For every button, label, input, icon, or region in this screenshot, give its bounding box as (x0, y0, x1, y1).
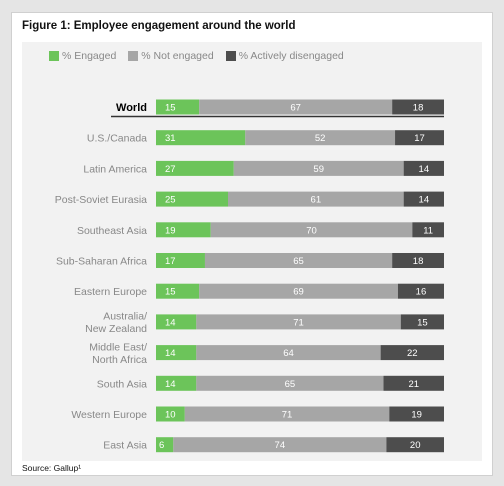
data-label-east-asia-actively-disengaged: 20 (410, 440, 421, 451)
category-label-australia-new-zealand: Australia/New Zealand (85, 311, 147, 336)
bar-u-s-canada-actively-disengaged (395, 130, 444, 146)
data-label-south-asia-actively-disengaged: 21 (408, 379, 419, 390)
bar-southeast-asia-not-engaged (210, 222, 413, 238)
data-label-sub-saharan-africa-actively-disengaged: 18 (413, 256, 424, 267)
bar-southeast-asia-actively-disengaged (412, 222, 444, 238)
data-label-southeast-asia-actively-disengaged: 11 (423, 225, 433, 236)
legend-item-actively-disengaged: % Actively disengaged (225, 50, 344, 62)
bar-u-s-canada-engaged (156, 130, 246, 146)
data-label-middle-east-north-africa-actively-disengaged: 22 (407, 348, 418, 359)
data-label-western-europe-engaged: 10 (165, 410, 176, 421)
data-label-australia-new-zealand-not-engaged: 71 (293, 317, 304, 328)
bar-latin-america-actively-disengaged (403, 160, 444, 176)
bar-western-europe-engaged (156, 406, 185, 422)
category-label-eastern-europe: Eastern Europe (74, 286, 147, 298)
bar-world-actively-disengaged (392, 99, 444, 115)
bar-southeast-asia-engaged (156, 222, 211, 238)
data-label-middle-east-north-africa-not-engaged: 64 (283, 348, 294, 359)
category-label-east-asia: East Asia (103, 440, 147, 452)
category-label-sub-saharan-africa: Sub-Saharan Africa (56, 256, 147, 268)
bar-world-not-engaged (199, 99, 393, 115)
data-label-world-engaged: 15 (165, 103, 176, 114)
data-label-western-europe-not-engaged: 71 (282, 410, 293, 421)
data-label-east-asia-engaged: 6 (159, 440, 164, 451)
data-label-australia-new-zealand-engaged: 14 (165, 317, 176, 328)
category-label-south-asia: South Asia (97, 378, 147, 390)
source-note: Source: Gallup¹ (22, 463, 82, 473)
bar-middle-east-north-africa-actively-disengaged (380, 345, 444, 361)
legend-swatch-actively-disengaged (225, 51, 236, 61)
legend-item-not-engaged: % Not engaged (128, 50, 214, 62)
bar-post-soviet-eurasia-engaged (156, 191, 228, 207)
data-label-latin-america-not-engaged: 59 (313, 164, 324, 175)
bar-south-asia-engaged (156, 375, 197, 391)
data-label-latin-america-engaged: 27 (165, 164, 176, 175)
figure-card: Figure 1: Employee engagement around the… (11, 12, 493, 476)
bar-u-s-canada-not-engaged (245, 130, 396, 146)
bar-eastern-europe-not-engaged (199, 283, 398, 299)
legend-label-engaged: % Engaged (62, 50, 117, 62)
category-label-post-soviet-eurasia: Post-Soviet Eurasia (55, 194, 147, 206)
category-label-world: World (116, 102, 147, 114)
bar-australia-new-zealand-actively-disengaged (400, 314, 444, 330)
data-label-world-not-engaged: 67 (290, 103, 301, 114)
chart-panel: % Engaged % Not engaged % Actively disen… (22, 42, 482, 461)
bar-australia-new-zealand-engaged (156, 314, 197, 330)
category-label-southeast-asia: Southeast Asia (77, 225, 147, 237)
category-label-middle-east-north-africa: Middle East/North Africa (89, 341, 147, 366)
bar-middle-east-north-africa-engaged (156, 345, 197, 361)
bar-eastern-europe-actively-disengaged (397, 283, 444, 299)
data-label-middle-east-north-africa-engaged: 14 (165, 348, 176, 359)
data-label-east-asia-not-engaged: 74 (275, 440, 286, 451)
data-label-australia-new-zealand-actively-disengaged: 15 (417, 317, 428, 328)
data-label-post-soviet-eurasia-not-engaged: 61 (311, 195, 322, 206)
bar-sub-saharan-africa-engaged (156, 253, 205, 268)
bar-eastern-europe-engaged (156, 283, 200, 299)
data-label-eastern-europe-not-engaged: 69 (293, 287, 304, 298)
data-label-u-s-canada-engaged: 31 (165, 133, 176, 144)
bar-latin-america-not-engaged (233, 160, 404, 176)
stacked-bar-chart: World 15 67 18 U.S./Canada 31 52 17 Latin Americ… (55, 99, 444, 453)
bar-post-soviet-eurasia-not-engaged (228, 191, 404, 207)
bar-australia-new-zealand-not-engaged (196, 314, 401, 330)
bar-sub-saharan-africa-actively-disengaged (392, 253, 444, 268)
category-label-latin-america: Latin America (83, 163, 147, 175)
bar-east-asia-actively-disengaged (386, 437, 444, 453)
legend-item-engaged: % Engaged (49, 50, 116, 62)
data-label-sub-saharan-africa-not-engaged: 65 (293, 256, 304, 267)
data-label-western-europe-actively-disengaged: 19 (411, 410, 422, 421)
legend-label-not-engaged: % Not engaged (141, 50, 214, 62)
data-label-southeast-asia-not-engaged: 70 (306, 225, 317, 236)
data-label-u-s-canada-not-engaged: 52 (315, 133, 326, 144)
bar-east-asia-not-engaged (173, 437, 387, 453)
legend: % Engaged % Not engaged % Actively disen… (49, 50, 356, 62)
figure-title: Figure 1: Employee engagement around the… (22, 20, 296, 32)
category-label-u-s-canada: U.S./Canada (87, 133, 147, 145)
data-label-south-asia-engaged: 14 (165, 379, 176, 390)
data-label-eastern-europe-engaged: 15 (165, 287, 176, 298)
legend-swatch-not-engaged (128, 51, 139, 61)
data-label-south-asia-not-engaged: 65 (285, 379, 296, 390)
data-label-sub-saharan-africa-engaged: 17 (165, 256, 176, 267)
data-label-latin-america-actively-disengaged: 14 (419, 164, 430, 175)
bar-sub-saharan-africa-not-engaged (204, 253, 393, 268)
data-label-eastern-europe-actively-disengaged: 16 (416, 287, 427, 298)
bar-south-asia-actively-disengaged (383, 375, 444, 391)
legend-swatch-engaged (49, 51, 59, 61)
bar-middle-east-north-africa-not-engaged (196, 345, 381, 361)
data-label-post-soviet-eurasia-actively-disengaged: 14 (419, 195, 430, 206)
bar-western-europe-actively-disengaged (389, 406, 444, 422)
legend-label-actively-disengaged: % Actively disengaged (238, 50, 344, 62)
data-label-southeast-asia-engaged: 19 (165, 225, 176, 236)
bar-western-europe-not-engaged (184, 406, 390, 422)
bar-south-asia-not-engaged (196, 375, 384, 391)
data-label-post-soviet-eurasia-engaged: 25 (165, 195, 176, 206)
category-label-western-europe: Western Europe (71, 409, 147, 421)
bar-world-engaged (156, 99, 200, 115)
bar-east-asia-engaged (156, 437, 174, 453)
data-label-u-s-canada-actively-disengaged: 17 (414, 133, 425, 144)
bar-latin-america-engaged (156, 160, 234, 176)
bar-post-soviet-eurasia-actively-disengaged (403, 191, 444, 207)
data-label-world-actively-disengaged: 18 (413, 103, 424, 114)
